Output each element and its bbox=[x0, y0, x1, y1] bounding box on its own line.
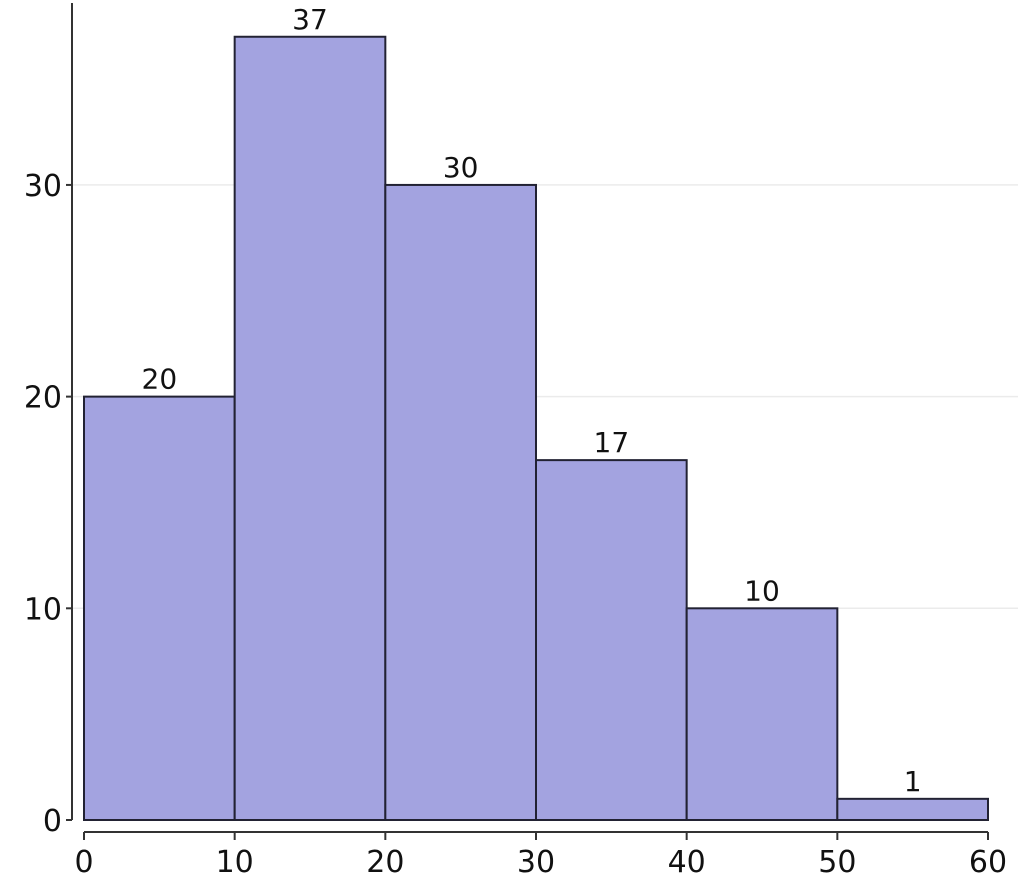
histogram-bar bbox=[836, 797, 989, 822]
y-tick-label: 0 bbox=[43, 804, 62, 839]
bar-value-label: 10 bbox=[744, 574, 780, 607]
histogram-bar bbox=[535, 459, 688, 821]
y-tick-label: 30 bbox=[24, 169, 62, 204]
x-tick-label: 60 bbox=[969, 845, 1007, 880]
x-tick-label: 50 bbox=[818, 845, 856, 880]
x-tick-label: 0 bbox=[74, 845, 93, 880]
x-tick-label: 10 bbox=[216, 845, 254, 880]
histogram-bar bbox=[233, 35, 387, 822]
y-tick-label: 10 bbox=[24, 592, 62, 627]
bar-value-label: 17 bbox=[594, 426, 630, 459]
bar-value-label: 37 bbox=[292, 3, 328, 36]
x-tick-label: 40 bbox=[668, 845, 706, 880]
histogram-bar bbox=[83, 395, 236, 821]
histogram-bar bbox=[685, 607, 839, 822]
bar-value-label: 20 bbox=[142, 363, 178, 396]
y-tick-label: 20 bbox=[24, 381, 62, 416]
axes bbox=[66, 3, 989, 840]
bar-value-label: 1 bbox=[904, 765, 922, 798]
bars bbox=[83, 35, 989, 822]
x-tick-label: 20 bbox=[366, 845, 404, 880]
histogram-bar bbox=[384, 183, 538, 821]
x-tick-label: 30 bbox=[517, 845, 555, 880]
bar-value-label: 30 bbox=[443, 151, 479, 184]
